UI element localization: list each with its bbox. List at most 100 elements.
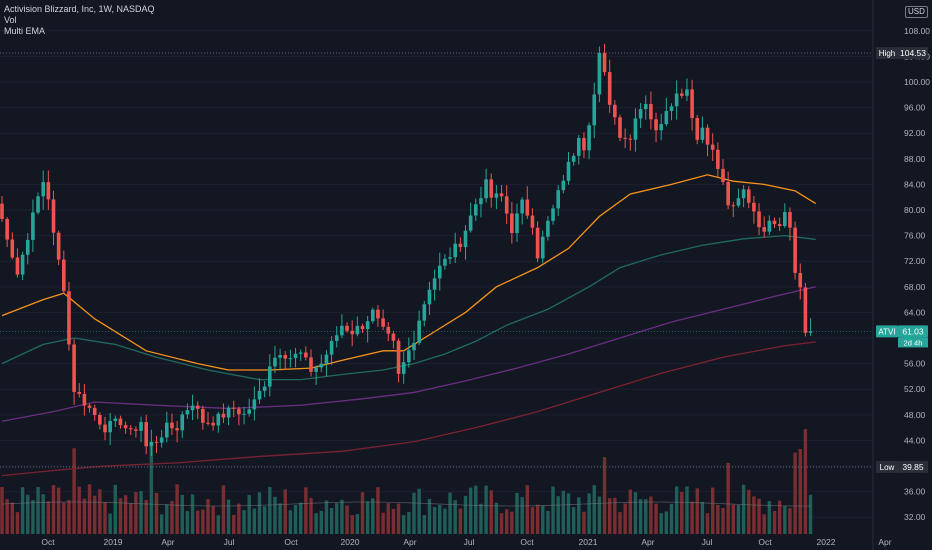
candle-body — [257, 390, 262, 400]
candle-body — [783, 212, 787, 227]
volume-bar — [98, 489, 102, 534]
volume-bar — [623, 503, 627, 534]
candle-body — [72, 344, 76, 392]
volume-bar — [242, 510, 246, 534]
last-price-tag-label-bg — [876, 325, 898, 338]
candle-body — [489, 179, 494, 198]
candle-body — [535, 227, 540, 259]
volume-bar — [711, 487, 715, 534]
candle-body — [484, 179, 488, 199]
volume-bars — [0, 429, 813, 534]
candle-body — [309, 357, 313, 372]
volume-bar — [149, 446, 154, 534]
candle-body — [51, 199, 56, 233]
volume-bar — [808, 494, 813, 534]
low-tag-label: Low — [880, 463, 895, 472]
candle-body — [334, 335, 339, 341]
volume-bar — [345, 505, 349, 534]
candle-body — [551, 208, 555, 221]
candle-body — [371, 309, 375, 322]
time-tick-label: 2022 — [817, 537, 836, 547]
volume-bar — [108, 513, 112, 534]
volume-bar — [87, 484, 92, 534]
volume-bar — [721, 508, 725, 534]
candle-body — [340, 325, 344, 336]
volume-bar — [123, 495, 128, 534]
volume-bar — [597, 496, 602, 534]
candle-body — [77, 391, 82, 394]
volume-bar — [762, 514, 766, 534]
volume-bar — [278, 503, 282, 534]
time-axis[interactable]: Oct 2019 Apr Jul Oct 2020 Apr Jul Oct 2021 Apr Jul O… — [41, 537, 891, 547]
candle-body — [5, 218, 9, 240]
candle-body — [273, 357, 277, 367]
candle-body — [695, 118, 700, 140]
candle-body — [690, 89, 694, 119]
candle-body — [206, 422, 210, 424]
price-tick-label: 64.00 — [904, 307, 926, 317]
candle-body — [607, 72, 612, 105]
price-tick-label: 36.00 — [904, 487, 926, 497]
volume-bar — [355, 514, 360, 534]
volume-bar — [608, 498, 612, 534]
candle-body — [314, 367, 318, 372]
volume-bar — [72, 448, 76, 534]
volume-bar — [340, 499, 344, 534]
volume-bar — [170, 501, 174, 534]
volume-bar — [649, 496, 653, 534]
candle-body — [293, 353, 298, 359]
candle-body — [319, 363, 324, 368]
candle-body — [752, 202, 756, 212]
volume-bar — [206, 499, 210, 534]
volume-bar — [499, 513, 504, 534]
ema-line — [1, 174, 817, 371]
high-tag-label-bg — [876, 47, 898, 59]
candle-body — [643, 103, 648, 110]
time-tick-label: Oct — [520, 537, 534, 547]
volume-bar — [633, 492, 638, 534]
volume-bar — [237, 503, 241, 534]
volume-bar — [530, 507, 535, 534]
volume-bar — [82, 498, 87, 534]
volume-bar — [324, 500, 329, 534]
candle-body — [721, 168, 725, 182]
multi-ema-indicator-label[interactable]: Multi EMA — [4, 26, 46, 36]
candle-body — [386, 326, 391, 334]
candle-body — [638, 109, 643, 119]
candle-body — [304, 352, 308, 358]
price-tick-label: 56.00 — [904, 359, 926, 369]
candle-body — [803, 287, 808, 333]
candle-body — [82, 393, 87, 406]
price-tick-label: 88.00 — [904, 154, 926, 164]
candle-body — [437, 265, 442, 279]
candles[interactable] — [0, 43, 813, 456]
candle-body — [128, 428, 133, 430]
high-tag: High 104.53 — [876, 47, 928, 59]
volume-bar — [360, 492, 365, 534]
volume-bar — [690, 501, 694, 534]
currency-label[interactable]: USD — [905, 6, 928, 18]
volume-bar — [484, 485, 488, 534]
volume-bar — [31, 500, 35, 534]
volume-bar — [5, 499, 9, 534]
candle-body — [453, 243, 457, 258]
volume-bar — [293, 504, 298, 534]
volume-bar — [180, 494, 184, 534]
volume-bar — [329, 507, 334, 534]
volume-indicator-label[interactable]: Vol — [4, 15, 17, 25]
volume-ma-line — [1, 501, 811, 507]
volume-bar — [515, 492, 519, 534]
candle-body — [360, 325, 365, 329]
volume-bar — [20, 487, 25, 534]
candle-body — [98, 414, 102, 425]
countdown-bg — [898, 337, 928, 348]
candle-body — [113, 418, 118, 422]
volume-bar — [159, 514, 164, 534]
candle-body — [31, 212, 35, 240]
symbol-title[interactable]: Activision Blizzard, Inc, 1W, NASDAQ — [4, 4, 155, 14]
candle-body — [159, 437, 164, 443]
candle-body — [165, 422, 169, 438]
volume-bar — [211, 505, 215, 534]
volume-bar — [283, 489, 287, 534]
candle-body — [417, 320, 421, 343]
